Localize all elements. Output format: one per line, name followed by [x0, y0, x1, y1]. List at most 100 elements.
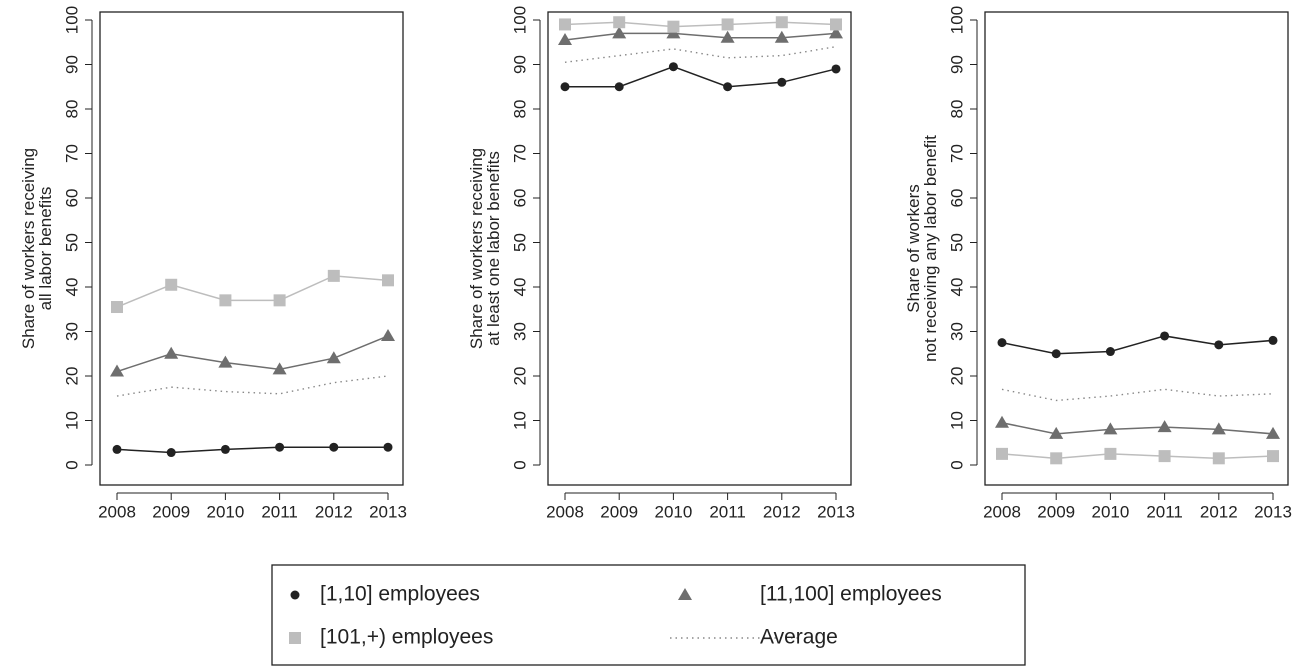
y-tick-label: 90	[62, 55, 81, 74]
point	[1266, 426, 1280, 439]
x-tick-label: 2011	[261, 502, 298, 521]
point	[220, 444, 230, 454]
point	[111, 301, 123, 314]
point	[1103, 422, 1118, 435]
point	[995, 415, 1009, 428]
x-tick-label: 2011	[1146, 502, 1183, 521]
y-tick-label: 90	[510, 55, 529, 74]
y-tick-label: 40	[947, 278, 966, 297]
y-tick-label: 60	[947, 189, 966, 208]
series-line: [101,+) employees	[116, 275, 389, 308]
point	[720, 30, 735, 43]
x-tick-label: 2009	[152, 502, 190, 521]
point	[383, 442, 393, 452]
point	[829, 26, 843, 39]
y-tick-label: 40	[62, 278, 81, 297]
series-line: [1,10] employees	[1001, 335, 1274, 355]
series-line: Average	[116, 375, 389, 397]
x-tick-label: 2009	[600, 502, 638, 521]
x-tick-label: 2011	[709, 502, 746, 521]
point	[166, 448, 176, 458]
point	[560, 82, 570, 92]
y-tick-label: 10	[947, 411, 966, 430]
y-tick-label: 10	[510, 411, 529, 430]
point	[1157, 420, 1172, 433]
series-line: Average	[1001, 388, 1274, 402]
y-tick-label: 60	[62, 189, 81, 208]
point	[777, 77, 787, 87]
point	[1051, 349, 1061, 359]
point	[1158, 450, 1171, 463]
x-tick-label: 2013	[817, 502, 855, 521]
y-tick-label: 100	[510, 6, 529, 34]
point	[831, 64, 841, 74]
y-tick-label: 100	[947, 6, 966, 34]
point	[381, 328, 395, 341]
point	[775, 16, 788, 29]
x-tick-label: 2009	[1037, 502, 1075, 521]
point	[1212, 452, 1225, 465]
y-axis-label: Share of workersnot receiving any labor …	[904, 135, 940, 362]
series-line: [11,100] employees	[116, 335, 389, 373]
point	[612, 26, 627, 39]
y-axis-label-line: Share of workers	[904, 184, 923, 313]
point	[382, 274, 394, 287]
point	[273, 294, 286, 307]
x-tick-label: 2012	[1200, 502, 1238, 521]
y-tick-label: 0	[510, 460, 529, 469]
x-tick-label: 2008	[98, 502, 136, 521]
y-tick-label: 50	[62, 233, 81, 252]
series-line: [11,100] employees	[1001, 421, 1274, 435]
point	[165, 278, 178, 291]
legend-symbol	[289, 632, 301, 644]
series-line: [1,10] employees	[565, 65, 837, 88]
y-tick-label: 60	[510, 189, 529, 208]
y-tick-label: 80	[947, 100, 966, 119]
y-tick-label: 30	[62, 322, 81, 341]
point	[558, 33, 572, 46]
point	[613, 16, 626, 29]
y-axis-label-line: at least one labor benefits	[484, 151, 503, 346]
series-line: Average	[564, 46, 837, 63]
point	[668, 62, 678, 72]
point	[1160, 331, 1170, 341]
point	[1214, 340, 1224, 350]
y-axis-label-line: Share of workers receiving	[467, 148, 486, 349]
point	[1049, 426, 1064, 439]
x-tick-label: 2013	[369, 502, 407, 521]
y-tick-label: 90	[947, 55, 966, 74]
point	[1211, 422, 1226, 435]
x-tick-label: 2013	[1254, 502, 1292, 521]
point	[667, 20, 680, 33]
y-tick-label: 0	[62, 460, 81, 469]
point	[326, 351, 341, 364]
y-tick-label: 70	[510, 144, 529, 163]
point	[774, 30, 789, 43]
point	[1268, 335, 1278, 345]
y-tick-label: 100	[62, 6, 81, 34]
y-tick-label: 0	[947, 460, 966, 469]
legend-label: [101,+) employees	[320, 626, 493, 649]
y-tick-label: 30	[947, 322, 966, 341]
legend: [1,10] employees [11,100] employees [101,+…	[289, 583, 942, 649]
plot-frame	[547, 11, 852, 486]
legend-symbol	[678, 588, 692, 600]
point	[997, 338, 1007, 348]
x-tick-label: 2008	[983, 502, 1021, 521]
point	[275, 442, 285, 452]
y-tick-label: 70	[62, 144, 81, 163]
series-line: [101,+) employees	[1001, 453, 1274, 460]
y-tick-label: 20	[510, 367, 529, 386]
legend-label: [1,10] employees	[320, 583, 480, 606]
point	[1050, 452, 1063, 465]
y-tick-label: 10	[62, 411, 81, 430]
point	[1267, 450, 1279, 463]
point	[110, 364, 124, 377]
y-tick-label: 80	[510, 100, 529, 119]
point	[329, 442, 339, 452]
legend-symbol	[290, 590, 300, 600]
y-tick-label: 20	[947, 367, 966, 386]
point	[272, 362, 287, 375]
point	[723, 82, 733, 92]
